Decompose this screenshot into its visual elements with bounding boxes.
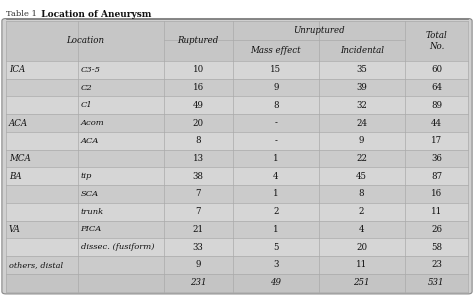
Text: 49: 49 [193, 101, 204, 110]
Text: SCA: SCA [81, 190, 99, 198]
Text: dissec. (fusiform): dissec. (fusiform) [81, 243, 154, 251]
Text: 23: 23 [431, 260, 442, 269]
Text: 9: 9 [195, 260, 201, 269]
Bar [6, 21, 468, 61]
Text: 11: 11 [431, 207, 442, 216]
Text: Ruptured: Ruptured [178, 36, 219, 45]
Text: 5: 5 [273, 243, 279, 252]
Text: 4: 4 [359, 225, 365, 234]
Text: 49: 49 [270, 278, 281, 287]
Text: Location of Aneurysm: Location of Aneurysm [35, 10, 152, 19]
Text: ACA: ACA [9, 118, 28, 128]
Text: 32: 32 [356, 101, 367, 110]
Text: tip: tip [81, 172, 92, 180]
Bar [6, 167, 468, 185]
Text: 16: 16 [192, 83, 204, 92]
Text: Mass effect: Mass effect [250, 46, 301, 55]
Text: 58: 58 [431, 243, 442, 252]
Text: VA: VA [9, 225, 21, 234]
Text: 1: 1 [273, 154, 279, 163]
Text: 531: 531 [428, 278, 445, 287]
Text: -: - [274, 136, 277, 145]
Text: 39: 39 [356, 83, 367, 92]
Text: 9: 9 [273, 83, 279, 92]
Text: 4: 4 [273, 172, 279, 181]
Bar [6, 97, 468, 114]
Text: 1: 1 [273, 190, 279, 199]
Text: 8: 8 [359, 190, 365, 199]
Text: 3: 3 [273, 260, 278, 269]
Bar [6, 61, 468, 79]
Text: Incidental: Incidental [340, 46, 383, 55]
Text: 7: 7 [195, 190, 201, 199]
Text: ICA: ICA [9, 65, 25, 74]
Text: 87: 87 [431, 172, 442, 181]
Text: 2: 2 [273, 207, 279, 216]
Text: 8: 8 [195, 136, 201, 145]
Text: 16: 16 [431, 190, 442, 199]
Text: 45: 45 [356, 172, 367, 181]
Bar [6, 150, 468, 167]
Text: ACA: ACA [81, 137, 99, 145]
Text: 89: 89 [431, 101, 442, 110]
Text: 60: 60 [431, 65, 442, 74]
Bar [6, 114, 468, 132]
Text: others, distal: others, distal [9, 261, 63, 269]
Text: 15: 15 [270, 65, 282, 74]
Bar [6, 256, 468, 274]
Text: 26: 26 [431, 225, 442, 234]
Text: Table 1: Table 1 [6, 10, 36, 19]
Text: 33: 33 [193, 243, 204, 252]
Text: 11: 11 [356, 260, 367, 269]
Text: 44: 44 [431, 118, 442, 128]
Text: 9: 9 [359, 136, 365, 145]
Text: Unruptured: Unruptured [293, 26, 345, 35]
Text: 10: 10 [192, 65, 204, 74]
Bar [6, 221, 468, 238]
Text: Location: Location [65, 36, 104, 45]
Text: Acom: Acom [81, 119, 104, 127]
FancyBboxPatch shape [2, 19, 472, 294]
Text: BA: BA [9, 172, 22, 181]
Text: 7: 7 [195, 207, 201, 216]
Text: 35: 35 [356, 65, 367, 74]
Text: 24: 24 [356, 118, 367, 128]
Text: 2: 2 [359, 207, 365, 216]
Text: 231: 231 [190, 278, 207, 287]
Text: MCA: MCA [9, 154, 31, 163]
Text: 36: 36 [431, 154, 442, 163]
Text: C1: C1 [81, 101, 92, 109]
Text: 20: 20 [356, 243, 367, 252]
Bar [6, 132, 468, 150]
Text: 20: 20 [192, 118, 204, 128]
Text: 1: 1 [273, 225, 279, 234]
Text: 17: 17 [431, 136, 442, 145]
Bar [6, 203, 468, 221]
Text: 13: 13 [193, 154, 204, 163]
Bar [6, 185, 468, 203]
Text: C3-5: C3-5 [81, 66, 100, 74]
Bar [6, 274, 468, 292]
Text: 22: 22 [356, 154, 367, 163]
Bar [6, 79, 468, 97]
Text: -: - [274, 118, 277, 128]
Text: 38: 38 [193, 172, 204, 181]
Text: 64: 64 [431, 83, 442, 92]
Text: 8: 8 [273, 101, 279, 110]
Text: PICA: PICA [81, 225, 102, 234]
Text: Total
No.: Total No. [426, 31, 447, 51]
Text: 251: 251 [354, 278, 370, 287]
Text: trunk: trunk [81, 208, 104, 216]
Text: C2: C2 [81, 84, 92, 91]
Bar [6, 238, 468, 256]
Text: 21: 21 [192, 225, 204, 234]
